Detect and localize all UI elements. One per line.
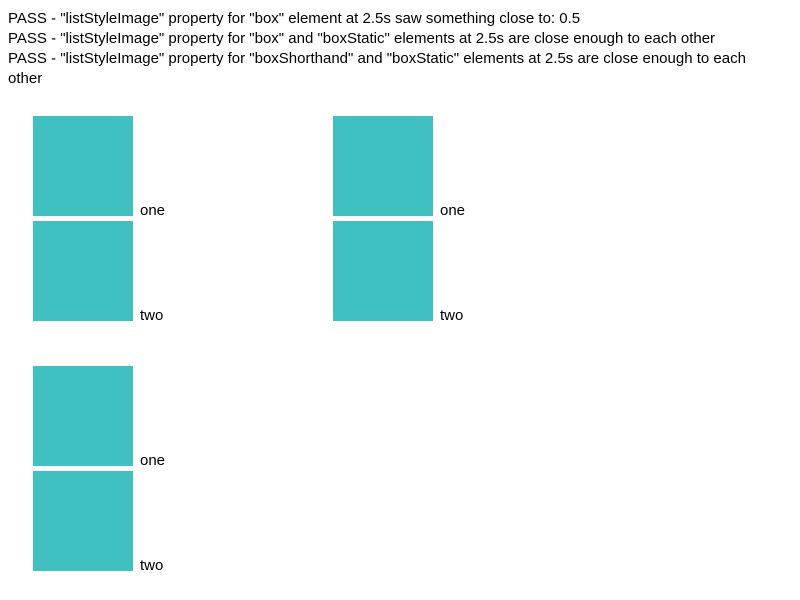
list-marker-image	[33, 116, 133, 216]
list-item-label: two	[140, 307, 164, 324]
list-item-label: two	[140, 557, 164, 574]
list-marker-image	[33, 221, 133, 321]
list-item: two	[333, 221, 533, 324]
list-item-label: one	[140, 452, 166, 469]
list-marker-image	[33, 471, 133, 571]
result-line: PASS - "listStyleImage" property for "bo…	[8, 30, 716, 47]
list-item: one	[33, 366, 233, 469]
test-results: PASS - "listStyleImage" property for "bo…	[8, 9, 778, 89]
list-item: two	[33, 471, 233, 574]
list-marker-image	[333, 116, 433, 216]
list-item-label: two	[440, 307, 464, 324]
list-item: one	[33, 116, 233, 219]
list-item: two	[33, 221, 233, 324]
list-marker-image	[33, 366, 133, 466]
list-item: one	[333, 116, 533, 219]
result-line: PASS - "listStyleImage" property for "bo…	[8, 50, 746, 87]
list-item-label: one	[140, 202, 166, 219]
list-item-label: one	[440, 202, 466, 219]
result-line: PASS - "listStyleImage" property for "bo…	[8, 10, 581, 27]
list-marker-image	[333, 221, 433, 321]
